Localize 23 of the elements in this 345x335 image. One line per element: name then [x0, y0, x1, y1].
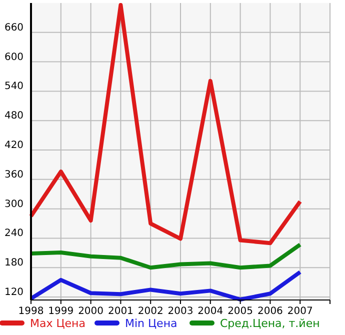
x-tick-label: 1998 — [18, 306, 44, 317]
legend-label: Min Цена — [125, 317, 178, 330]
y-tick-label: 240 — [4, 228, 24, 240]
y-tick-label: 180 — [4, 258, 24, 269]
y-tick-label: 480 — [4, 110, 24, 122]
x-tick-label: 2003 — [168, 306, 194, 317]
y-tick-label: 300 — [4, 198, 24, 210]
x-tick-label: 2004 — [198, 306, 224, 317]
legend-label: Max Цена — [30, 317, 86, 330]
legend-label: Сред.Цена, т.йен — [220, 317, 320, 330]
x-tick-label: 2006 — [257, 306, 283, 317]
x-tick-label: 2002 — [138, 306, 164, 317]
y-tick-label: 660 — [4, 22, 24, 34]
y-tick-label: 600 — [4, 52, 24, 63]
y-tick-label: 120 — [4, 287, 24, 298]
y-tick-label: 420 — [4, 140, 24, 152]
x-tick-label: 2000 — [78, 306, 104, 317]
y-tick-label: 360 — [4, 169, 24, 180]
x-tick-label: 2007 — [287, 306, 313, 317]
y-tick-label: 540 — [4, 81, 24, 92]
x-tick-label: 2001 — [108, 306, 134, 317]
x-tick-label: 1999 — [48, 306, 74, 317]
x-tick-label: 2005 — [228, 306, 254, 317]
